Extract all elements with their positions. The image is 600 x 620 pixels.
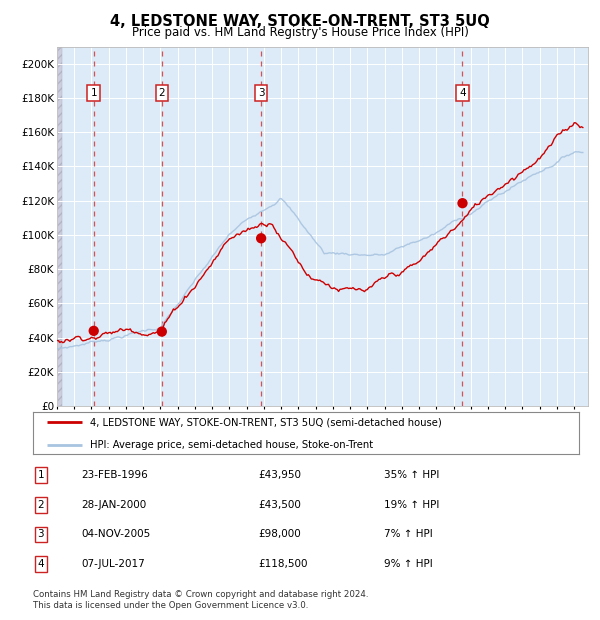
Text: 19% ↑ HPI: 19% ↑ HPI <box>384 500 439 510</box>
Bar <box>57 46 61 406</box>
Text: 04-NOV-2005: 04-NOV-2005 <box>81 529 150 539</box>
Text: 3: 3 <box>37 529 44 539</box>
Text: 07-JUL-2017: 07-JUL-2017 <box>81 559 145 569</box>
Text: £118,500: £118,500 <box>258 559 308 569</box>
Text: 3: 3 <box>258 88 265 98</box>
Text: 4: 4 <box>459 88 466 98</box>
Text: 35% ↑ HPI: 35% ↑ HPI <box>384 470 439 480</box>
Text: £43,950: £43,950 <box>258 470 301 480</box>
Point <box>89 326 98 336</box>
Text: Price paid vs. HM Land Registry's House Price Index (HPI): Price paid vs. HM Land Registry's House … <box>131 26 469 39</box>
Text: Contains HM Land Registry data © Crown copyright and database right 2024.
This d: Contains HM Land Registry data © Crown c… <box>33 590 368 609</box>
Text: HPI: Average price, semi-detached house, Stoke-on-Trent: HPI: Average price, semi-detached house,… <box>91 440 373 450</box>
Point <box>458 198 467 208</box>
Text: 4, LEDSTONE WAY, STOKE-ON-TRENT, ST3 5UQ (semi-detached house): 4, LEDSTONE WAY, STOKE-ON-TRENT, ST3 5UQ… <box>91 417 442 427</box>
Text: 4: 4 <box>37 559 44 569</box>
Text: 4, LEDSTONE WAY, STOKE-ON-TRENT, ST3 5UQ: 4, LEDSTONE WAY, STOKE-ON-TRENT, ST3 5UQ <box>110 14 490 29</box>
Text: 2: 2 <box>158 88 165 98</box>
Text: 1: 1 <box>91 88 97 98</box>
Text: £43,500: £43,500 <box>258 500 301 510</box>
Text: 28-JAN-2000: 28-JAN-2000 <box>81 500 146 510</box>
Text: 7% ↑ HPI: 7% ↑ HPI <box>384 529 433 539</box>
Text: 23-FEB-1996: 23-FEB-1996 <box>81 470 148 480</box>
Point <box>157 327 167 337</box>
Text: 2: 2 <box>37 500 44 510</box>
Point <box>256 233 266 243</box>
Text: 1: 1 <box>37 470 44 480</box>
Text: £98,000: £98,000 <box>258 529 301 539</box>
Text: 9% ↑ HPI: 9% ↑ HPI <box>384 559 433 569</box>
